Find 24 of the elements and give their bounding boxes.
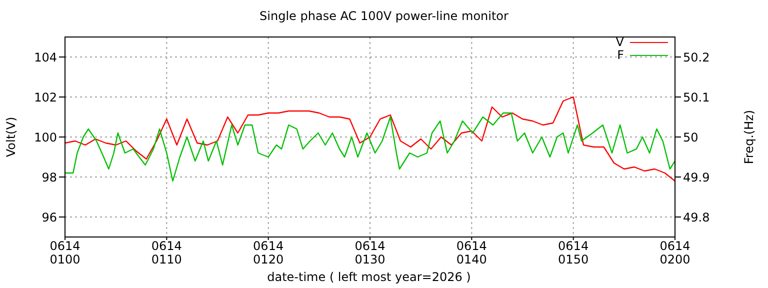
x-tick-label: 0614 0150 [558,238,589,267]
y2-axis-title: Freq.(Hz) [742,110,756,164]
x-tick-label: 0614 0100 [50,238,80,267]
x-axis-title: date-time ( left most year=2026 ) [266,270,472,284]
y-tick-label: 96 [42,210,57,224]
y2-tick-label: 50.1 [683,90,710,104]
y-tick-label: 104 [34,50,57,64]
y-tick-label: 100 [34,130,57,144]
x-tick-label: 0614 0130 [354,238,386,267]
y2-tick-label: 49.9 [683,170,710,184]
y-tick-label: 98 [42,170,57,184]
legend-label: V [616,35,624,49]
line-series [65,112,675,182]
y2-tick-label: 49.8 [683,210,710,224]
y-axis-title: Volt(V) [4,116,18,158]
y2-tick-label: 50.2 [683,50,710,64]
chart-title: Single phase AC 100V power-line monitor [258,9,510,23]
y-tick-label: 102 [34,90,57,104]
legend-label: F [617,48,624,62]
x-tick-label: 0614 0140 [456,238,487,267]
y2-tick-label: 50 [683,130,698,144]
line-series [65,96,675,182]
x-tick-label: 0614 0200 [660,238,690,267]
x-tick-label: 0614 0110 [151,238,182,267]
